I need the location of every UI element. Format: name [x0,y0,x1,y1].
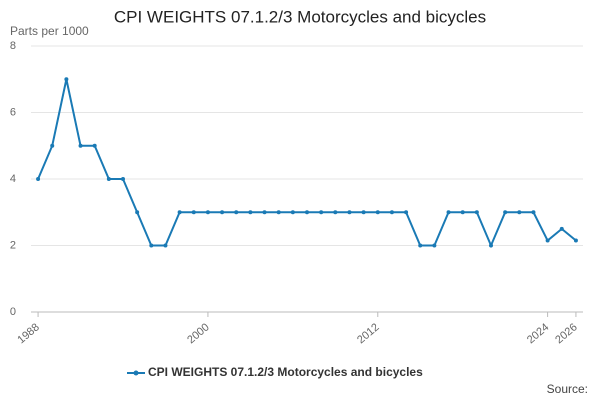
y-axis-label: Parts per 1000 [10,24,89,38]
data-point [205,210,210,215]
data-point [404,210,409,215]
data-point [92,143,97,148]
legend-marker [133,370,139,376]
y-tick-label: 4 [10,173,16,185]
data-point [446,210,451,215]
chart-title: CPI WEIGHTS 07.1.2/3 Motorcycles and bic… [114,7,486,26]
data-point [517,210,522,215]
data-point [389,210,394,215]
data-point [418,243,423,248]
data-point [474,210,479,215]
data-point [559,226,564,231]
data-point [262,210,267,215]
data-point [121,177,125,181]
data-point [531,210,536,215]
data-point [503,210,508,215]
data-point [361,210,366,215]
data-point [573,238,578,243]
data-point [234,210,239,215]
data-point [163,243,168,248]
series-line [37,79,577,249]
y-tick-label: 8 [10,40,16,52]
data-point [220,210,225,215]
data-point [248,210,253,215]
x-tick-label: 1988 [15,321,41,346]
data-point [36,177,41,181]
y-tick-label: 6 [10,106,16,118]
y-tick-label: 2 [10,239,16,251]
data-point [50,143,55,148]
data-point [276,210,281,215]
data-point [460,210,465,215]
x-tick-label: 2026 [553,321,579,346]
data-point [333,210,338,215]
x-tick-label: 2024 [525,321,551,346]
data-point [290,210,295,215]
data-point [177,210,182,215]
data-point [106,177,111,181]
source: Source: [547,382,588,396]
data-point [305,210,309,215]
data-point [489,243,493,248]
data-point [347,210,352,215]
data-point [319,210,324,215]
data-point [432,243,437,248]
data-point [135,210,140,215]
data-point [149,243,154,248]
data-point [64,77,69,82]
data-point [191,210,196,215]
x-tick-label: 2012 [355,321,381,346]
data-point [545,238,550,243]
data-point [375,210,380,215]
y-tick-label: 0 [10,306,16,318]
data-point [78,143,83,148]
legend-label: CPI WEIGHTS 07.1.2/3 Motorcycles and bic… [148,365,423,379]
x-tick-label: 2000 [185,321,211,346]
